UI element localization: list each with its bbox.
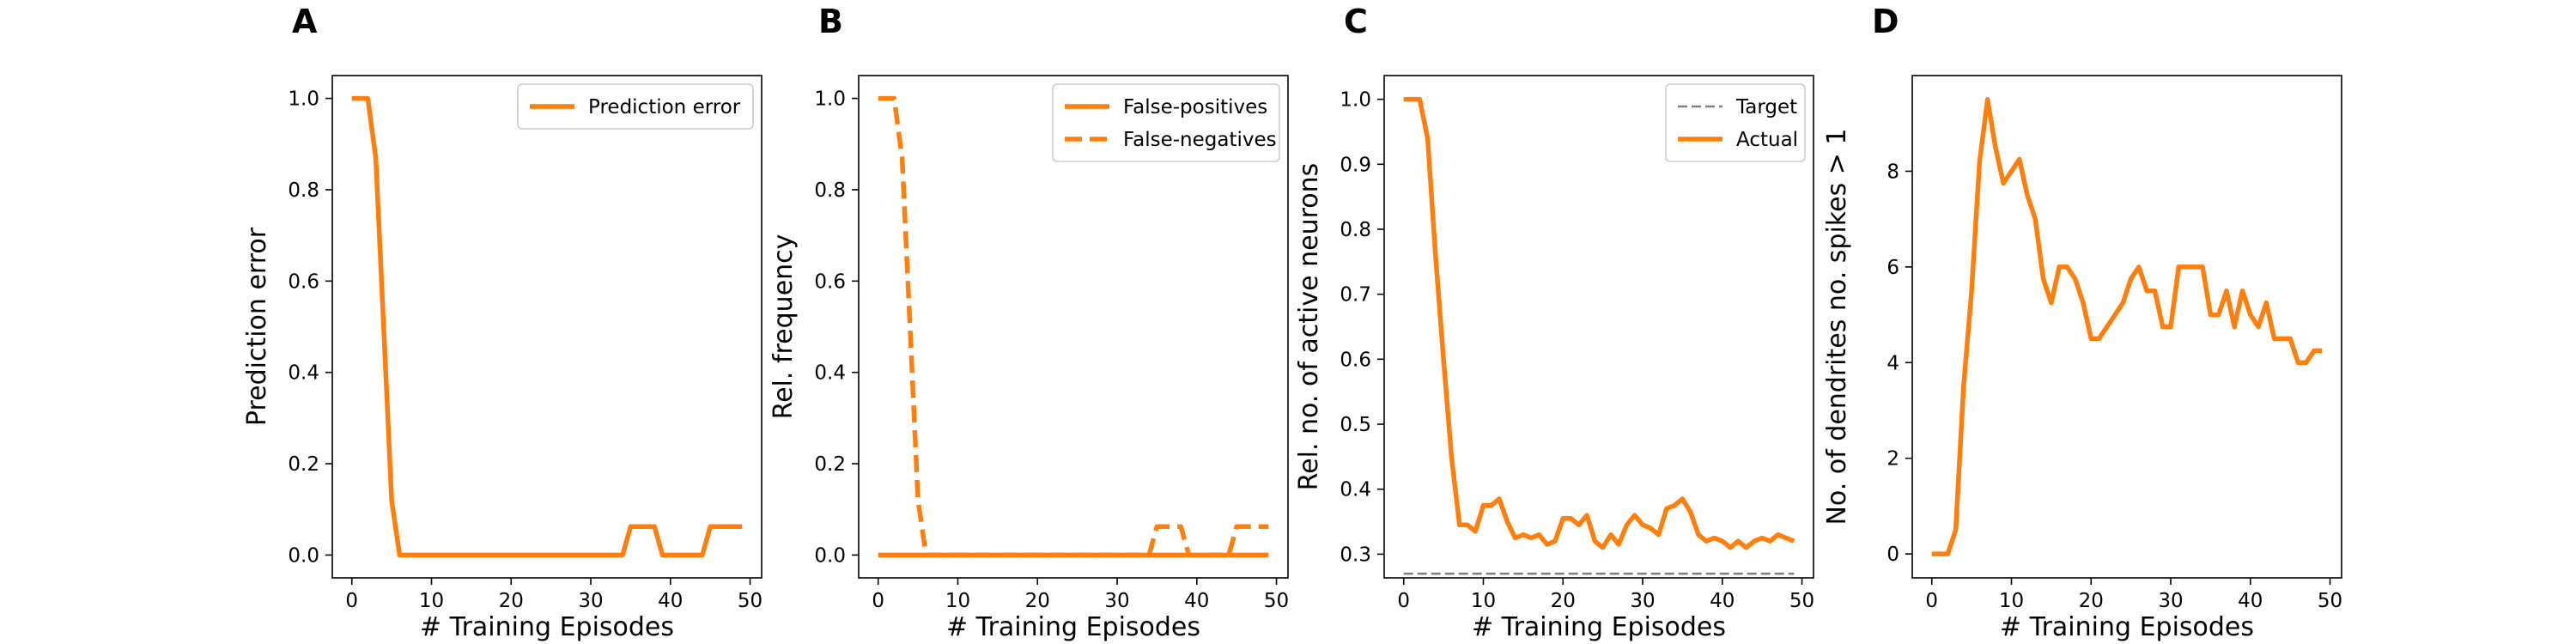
- x-tick-label: 50: [1789, 590, 1814, 612]
- y-tick-label: 0.7: [1340, 284, 1371, 307]
- legend-label: False-positives: [1123, 96, 1267, 118]
- y-tick-label: 1.0: [814, 88, 846, 111]
- y-tick-label: 0.8: [1340, 219, 1371, 241]
- x-tick-label: 30: [2158, 590, 2183, 612]
- x-tick-label: 10: [945, 590, 970, 612]
- x-tick-label: 40: [1710, 590, 1735, 612]
- chart-panel-a: A 0 10 20 30 40 50 0.0 0.2 0.4 0.6 0.8 1.0 # Training…: [242, 3, 762, 642]
- series-line-0: [351, 95, 743, 558]
- x-tick-label: 50: [1264, 590, 1289, 612]
- y-tick-label: 0.4: [288, 362, 319, 385]
- y-axis-label: Rel. frequency: [769, 234, 799, 420]
- x-tick-label: 40: [658, 590, 683, 612]
- x-axis-label: # Training Episodes: [420, 612, 674, 642]
- x-tick-label: 30: [1104, 590, 1129, 612]
- x-tick-label: 0: [345, 590, 358, 612]
- y-tick-label: 0.3: [1340, 544, 1371, 566]
- chart-panel-d: D 0 10 20 30 40 50 0 2 4 6 8 # Training Episodes No. …: [1822, 3, 2342, 642]
- y-tick-label: 6: [1886, 257, 1899, 279]
- axes-frame: [858, 75, 1289, 579]
- x-tick-label: 20: [2079, 590, 2104, 612]
- x-tick-label: 50: [738, 590, 762, 612]
- panel-letter: C: [1344, 3, 1368, 40]
- chart-panel-c: C 0 10 20 30 40 50 0.3 0.4 0.5 0.6 0.7 0.8 0.9 1.0 # Tr…: [1294, 3, 1814, 642]
- y-tick-label: 0.6: [288, 270, 319, 293]
- y-tick-label: 0.9: [1340, 154, 1371, 176]
- legend-frame: [1052, 83, 1280, 162]
- x-tick-label: 40: [2238, 590, 2263, 612]
- x-tick-label: 0: [872, 590, 884, 612]
- legend-frame: [1665, 83, 1806, 162]
- x-tick-label: 30: [1630, 590, 1655, 612]
- x-axis-label: # Training Episodes: [1472, 612, 1726, 642]
- x-axis-label: # Training Episodes: [2000, 612, 2254, 642]
- y-tick-label: 0.5: [1340, 414, 1371, 436]
- x-tick-label: 10: [1471, 590, 1496, 612]
- y-tick-label: 0.6: [1340, 349, 1371, 371]
- y-tick-label: 4: [1886, 352, 1899, 374]
- y-tick-label: 8: [1886, 161, 1899, 183]
- chart-panel-b: B 0 10 20 30 40 50 0.0 0.2 0.4 0.6 0.8 1.0 # Training…: [769, 3, 1289, 642]
- x-tick-label: 50: [2318, 590, 2342, 612]
- legend-label: False-negatives: [1123, 129, 1277, 151]
- axes-frame: [1383, 75, 1814, 579]
- y-tick-label: 0.2: [814, 453, 846, 476]
- axes-frame: [331, 75, 762, 579]
- y-axis-label: No. of dendrites no. spikes > 1: [1822, 128, 1852, 525]
- y-axis-label: Prediction error: [242, 227, 272, 426]
- legend: Prediction error: [517, 83, 754, 130]
- axes-frame: [1911, 75, 2342, 579]
- x-tick-label: 20: [1025, 590, 1050, 612]
- legend: Target Actual: [1665, 83, 1806, 162]
- y-tick-label: 0.8: [288, 179, 319, 202]
- y-tick-label: 2: [1886, 448, 1899, 471]
- x-axis-label: # Training Episodes: [946, 612, 1200, 642]
- x-tick-label: 0: [1397, 590, 1410, 612]
- y-tick-label: 1.0: [1340, 89, 1371, 112]
- x-tick-label: 10: [419, 590, 444, 612]
- y-tick-label: 0.0: [814, 544, 846, 567]
- legend-label: Target: [1735, 96, 1797, 118]
- y-tick-label: 0.4: [814, 362, 846, 385]
- x-tick-label: 20: [1551, 590, 1576, 612]
- y-axis-label: Rel. no. of active neurons: [1294, 163, 1324, 491]
- series-line-1: [1403, 96, 1795, 550]
- legend-frame: [517, 83, 754, 130]
- legend: False-positives False-negatives: [1052, 83, 1280, 162]
- x-tick-label: 10: [1999, 590, 2024, 612]
- legend-label: Prediction error: [588, 96, 741, 118]
- y-tick-label: 0.4: [1340, 479, 1371, 501]
- series-line-1: [878, 95, 1269, 558]
- panel-letter: B: [818, 3, 843, 40]
- x-tick-label: 40: [1184, 590, 1209, 612]
- legend-label: Actual: [1736, 129, 1798, 151]
- y-tick-label: 0.2: [288, 453, 319, 476]
- x-tick-label: 0: [1925, 590, 1938, 612]
- panel-letter: D: [1872, 3, 1899, 40]
- x-tick-label: 30: [578, 590, 603, 612]
- x-tick-label: 20: [499, 590, 524, 612]
- y-tick-label: 0: [1886, 544, 1899, 566]
- series-line-0: [1931, 97, 2323, 556]
- y-tick-label: 0.6: [814, 270, 846, 293]
- y-tick-label: 1.0: [288, 88, 319, 111]
- panel-letter: A: [292, 3, 318, 40]
- y-tick-label: 0.8: [814, 179, 846, 202]
- y-tick-label: 0.0: [288, 544, 319, 567]
